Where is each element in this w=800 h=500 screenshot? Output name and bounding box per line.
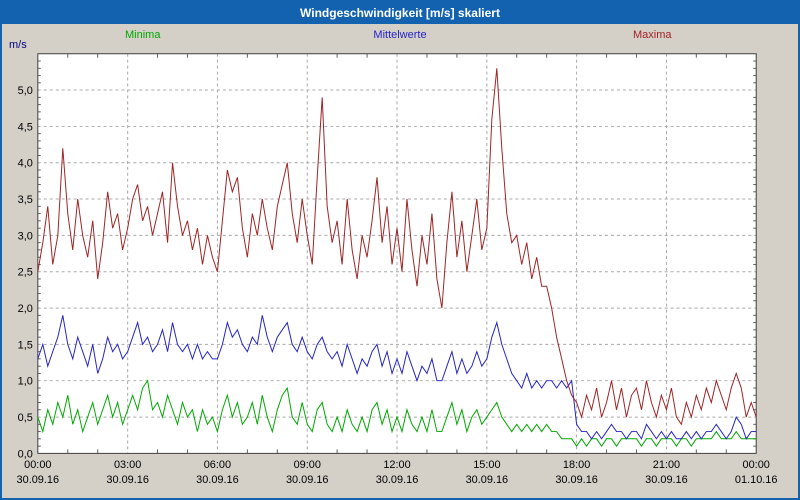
x-tick-time-label: 06:00 (204, 459, 231, 471)
x-tick-time-label: 15:00 (473, 459, 500, 471)
maxima-line (37, 68, 757, 426)
x-tick-time-label: 18:00 (563, 459, 590, 471)
wind-speed-chart: 0,0 0,5 1,0 1,5 2,0 2,5 3,0 3,5 4,0 4,5 5,0 00:00 30… (17, 53, 778, 486)
legend-maxima: Maxima (633, 29, 672, 41)
x-tick-date-label: 30.09.16 (645, 474, 688, 486)
x-tick-date-label: 01.10.16 (735, 474, 778, 486)
x-tick-date-label: 30.09.16 (17, 474, 60, 486)
x-tick-date-label: 30.09.16 (106, 474, 149, 486)
page-title: Windgeschwindigkeit [m/s] skaliert (300, 6, 500, 20)
x-tick-date-label: 30.09.16 (286, 474, 329, 486)
y-tick-label: 1,0 (18, 376, 33, 388)
y-tick-label: 2,5 (18, 267, 33, 279)
mittelwerte-line (37, 315, 757, 440)
x-tick-date-label: 30.09.16 (466, 474, 509, 486)
y-tick-label: 3,0 (18, 230, 33, 242)
x-tick-time-label: 00:00 (24, 459, 51, 471)
title-bar: Windgeschwindigkeit [m/s] skaliert (2, 2, 798, 24)
x-tick-date-label: 30.09.16 (555, 474, 598, 486)
x-tick-date-label: 30.09.16 (196, 474, 239, 486)
minima-line (37, 379, 757, 448)
x-tick-time-label: 00:00 (743, 459, 770, 471)
y-tick-label: 0,0 (18, 448, 33, 460)
x-tick-date-label: 30.09.16 (376, 474, 419, 486)
y-tick-label: 1,5 (18, 339, 33, 351)
legend-mittelwerte: Mittelwerte (373, 29, 427, 41)
y-tick-label: 2,0 (18, 303, 33, 315)
x-tick-time-label: 09:00 (294, 459, 321, 471)
y-tick-label: 5,0 (18, 85, 33, 97)
plot-border (37, 53, 757, 454)
x-tick-time-label: 12:00 (383, 459, 410, 471)
y-tick-label: 0,5 (18, 412, 33, 424)
legend-minima: Minima (125, 29, 161, 41)
x-tick-time-label: 03:00 (114, 459, 141, 471)
y-tick-label: 4,5 (18, 121, 33, 133)
chart-area: 0,0 0,5 1,0 1,5 2,0 2,5 3,0 3,5 4,0 4,5 5,0 00:00 30… (2, 24, 798, 498)
y-tick-label: 4,0 (18, 158, 33, 170)
y-axis-unit-label: m/s (9, 39, 27, 51)
y-tick-label: 3,5 (18, 194, 33, 206)
x-tick-time-label: 21:00 (653, 459, 680, 471)
